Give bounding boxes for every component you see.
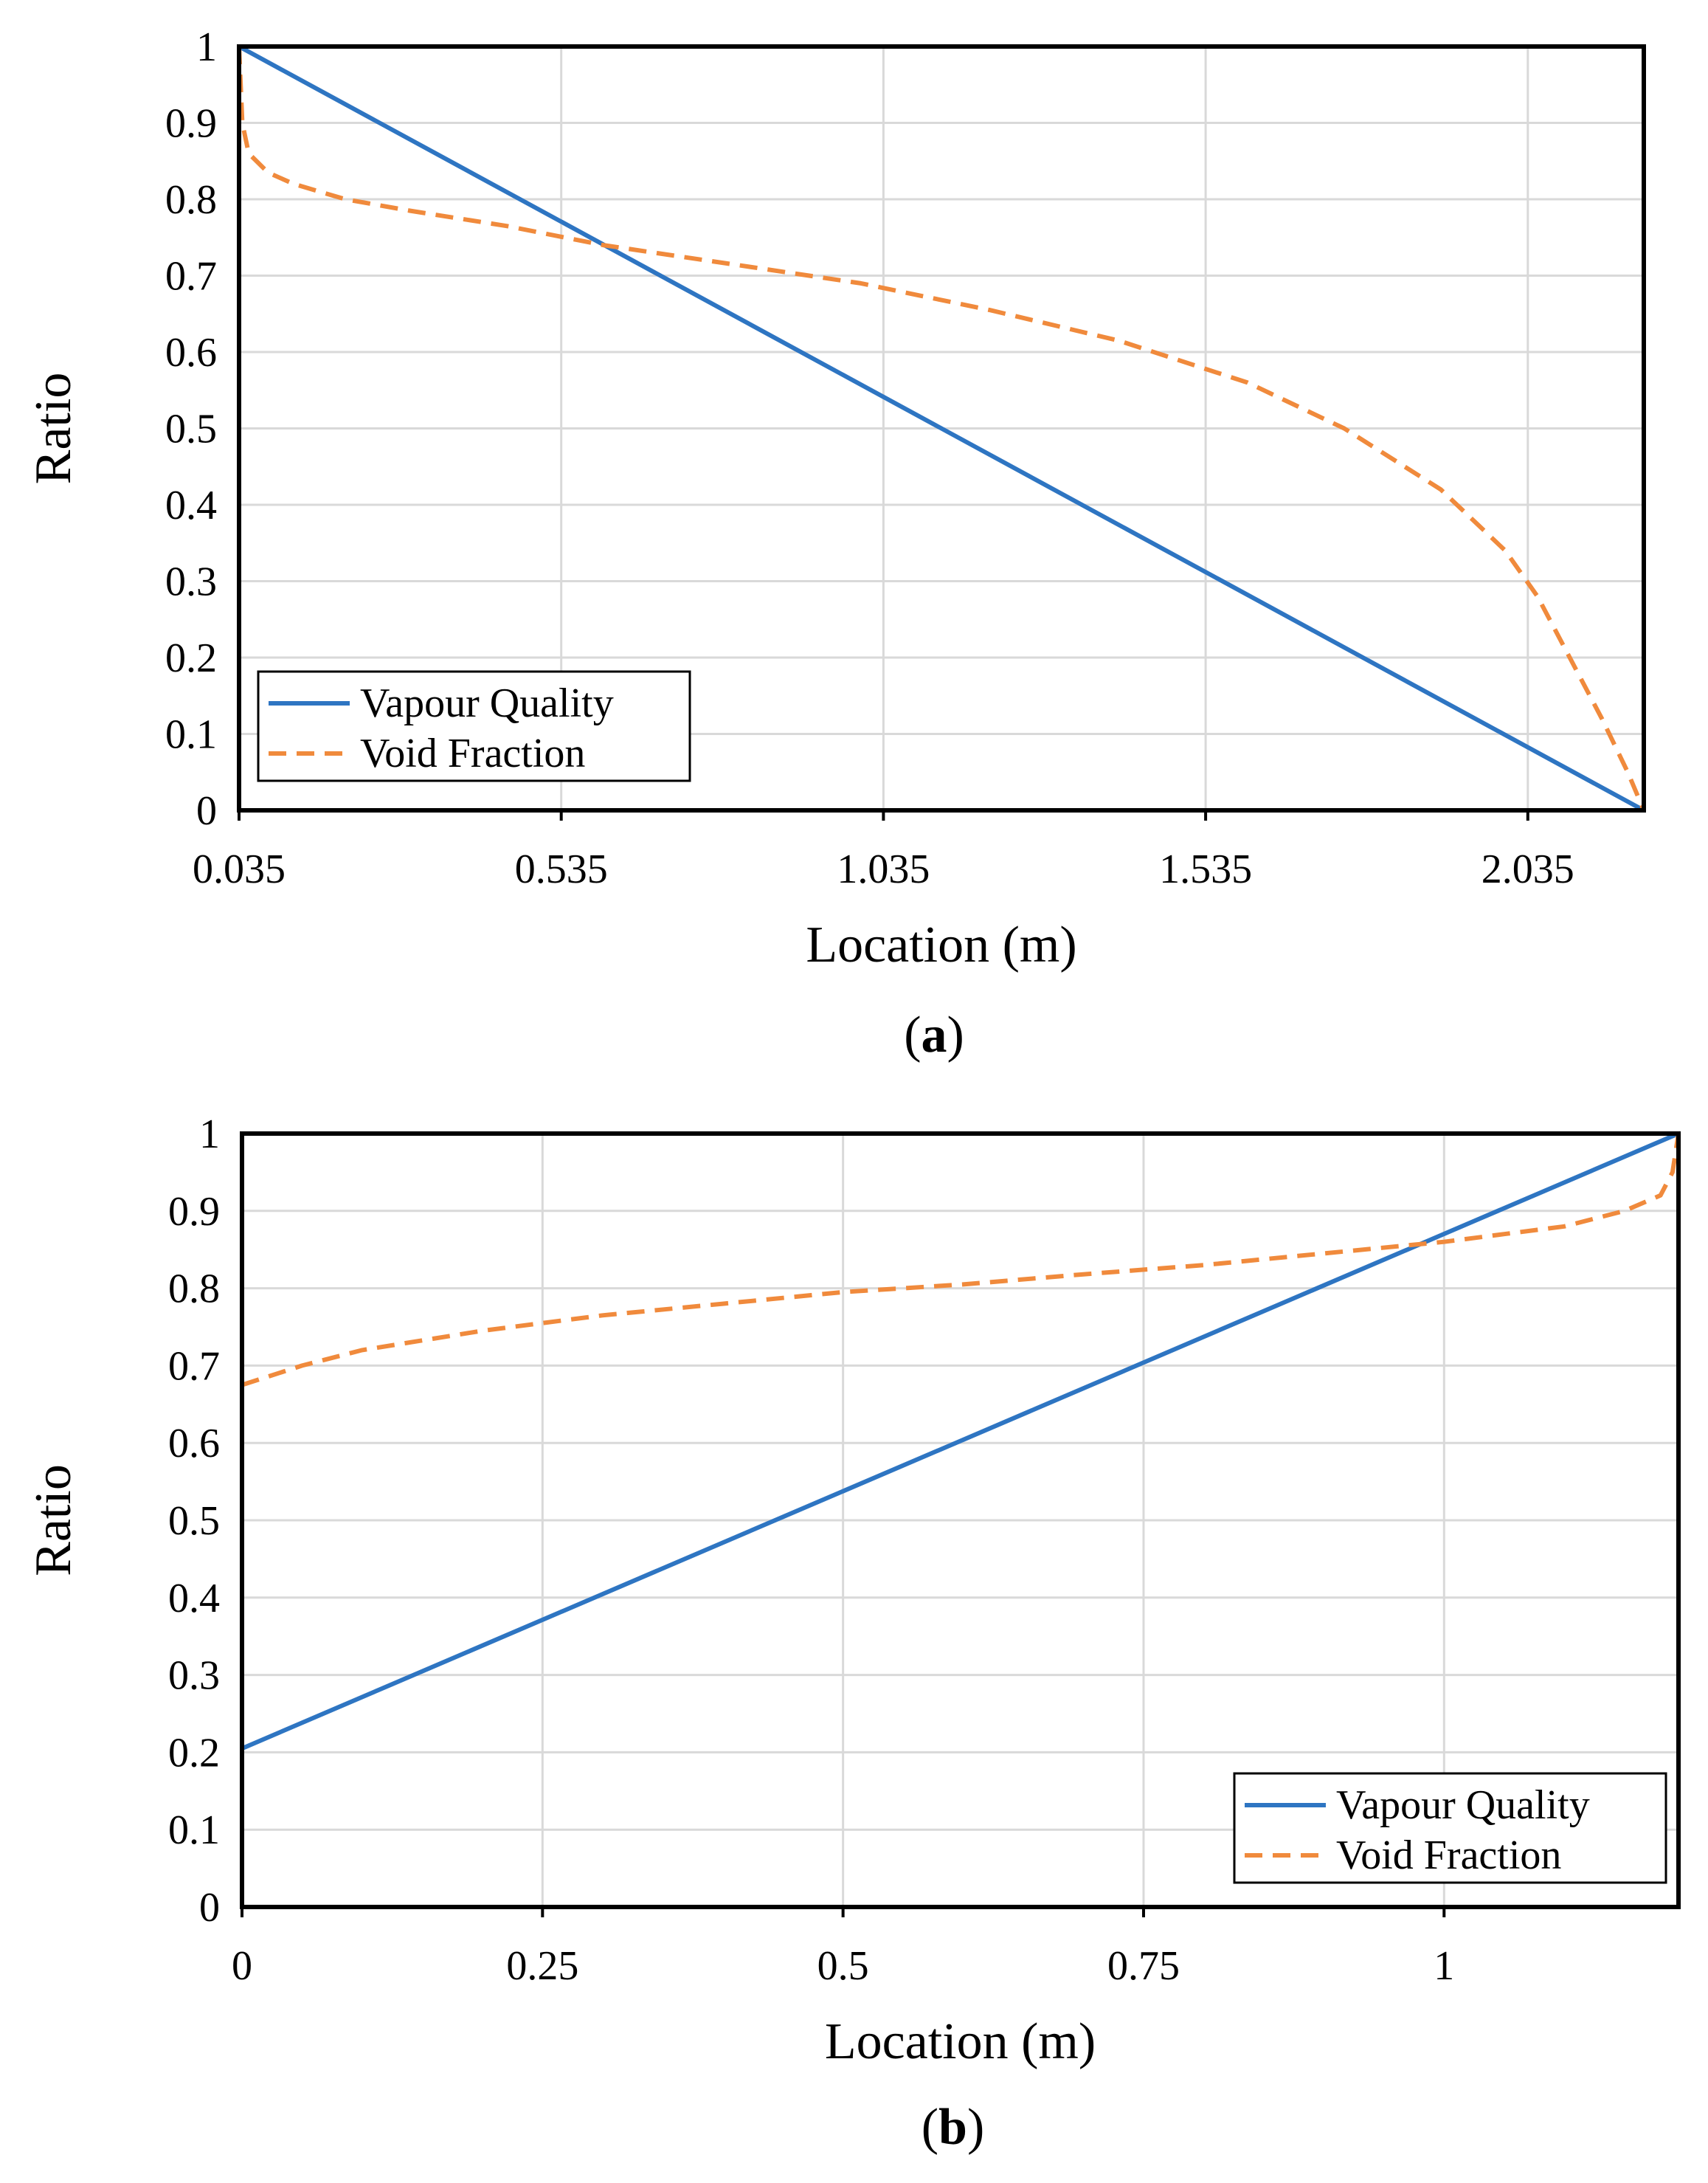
plot-frame xyxy=(240,1131,1681,1909)
x-tick-label: 0 xyxy=(232,1943,252,1989)
y-tick-label: 0.4 xyxy=(165,483,217,528)
y-tick-label: 0.5 xyxy=(165,407,217,452)
chart-a: 0 0.1 0.2 0.3 0.4 0.5 0.6 0.7 0.8 0.9 1 0.035 0.535 1… xyxy=(25,24,1646,1063)
x-axis-label: Location (m) xyxy=(825,2013,1096,2070)
y-tick-label: 0.3 xyxy=(165,559,217,605)
y-tick-label: 0.1 xyxy=(168,1807,220,1853)
y-tick-label: 1 xyxy=(199,1111,220,1157)
x-tick-label: 1.035 xyxy=(837,846,930,892)
legend-box xyxy=(257,670,691,782)
x-tick-label: 0.035 xyxy=(193,846,286,892)
y-tick-label: 0.3 xyxy=(168,1653,220,1699)
legend: Vapour Quality Void Fraction xyxy=(257,670,691,782)
series-line-void-fraction xyxy=(237,46,1646,812)
figure-caption: (b) xyxy=(922,2099,985,2156)
legend-label: Void Fraction xyxy=(1336,1832,1561,1878)
x-tick-label: 1 xyxy=(1434,1943,1454,1989)
legend-box xyxy=(1233,1772,1667,1884)
chart-b: 0 0.1 0.2 0.3 0.4 0.5 0.6 0.7 0.8 0.9 1 0 0.25 0.5 0.7… xyxy=(25,1111,1681,2156)
y-tick-label: 0.2 xyxy=(168,1730,220,1776)
y-axis-label: Ratio xyxy=(25,373,82,485)
y-tick-label: 0.5 xyxy=(168,1498,220,1544)
y-tick-label: 0.6 xyxy=(168,1421,220,1466)
x-tick-label: 2.035 xyxy=(1481,846,1574,892)
y-tick-label: 0.9 xyxy=(168,1189,220,1235)
x-tick-label: 0.535 xyxy=(515,846,608,892)
y-tick-label: 0.2 xyxy=(165,635,217,681)
y-tick-label: 0.8 xyxy=(168,1266,220,1312)
x-tick-label: 0.5 xyxy=(817,1943,869,1989)
y-axis-label: Ratio xyxy=(25,1464,82,1576)
y-tick-label: 0.9 xyxy=(165,101,217,147)
series-line-vapour-quality xyxy=(241,1131,1680,1751)
x-axis-label: Location (m) xyxy=(806,917,1076,973)
y-tick-label: 0.6 xyxy=(165,330,217,376)
y-tick-label: 0.1 xyxy=(165,712,217,758)
y-tick-label: 0.4 xyxy=(168,1576,220,1621)
legend-label: Void Fraction xyxy=(360,731,585,776)
figure-caption: (a) xyxy=(904,1007,964,1063)
y-tick-label: 1 xyxy=(196,24,217,70)
x-tick-label: 0.25 xyxy=(506,1943,578,1989)
y-tick-label: 0.7 xyxy=(168,1343,220,1389)
y-tick-label: 0 xyxy=(196,788,217,834)
legend-label: Vapour Quality xyxy=(1336,1782,1590,1828)
legend-label: Vapour Quality xyxy=(360,680,614,726)
series-line-vapour-quality xyxy=(238,44,1645,813)
y-tick-label: 0 xyxy=(199,1885,220,1931)
y-tick-label: 0.8 xyxy=(165,177,217,223)
series-line-void-fraction xyxy=(241,1133,1681,1387)
y-tick-label: 0.7 xyxy=(165,254,217,300)
x-tick-label: 1.535 xyxy=(1159,846,1252,892)
plot-frame xyxy=(237,44,1646,813)
x-tick-label: 0.75 xyxy=(1107,1943,1180,1989)
